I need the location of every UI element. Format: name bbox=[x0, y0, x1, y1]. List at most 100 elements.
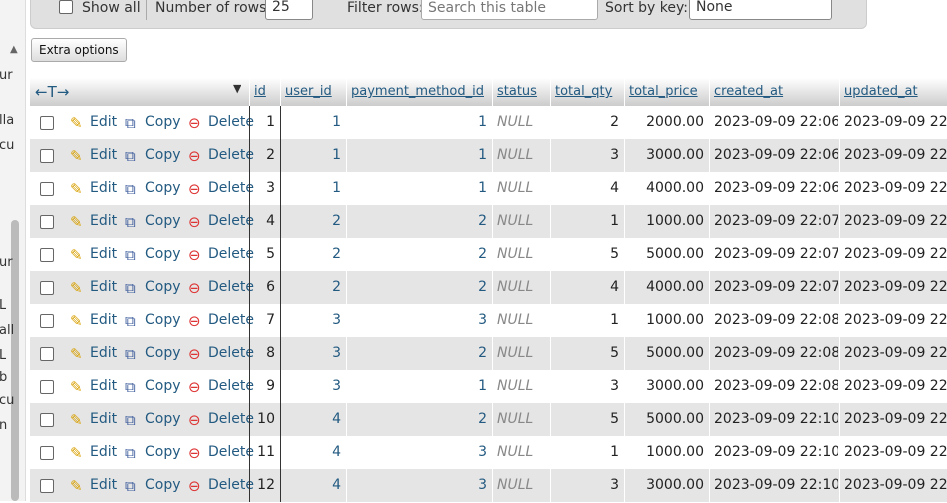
foreign-key-link[interactable]: 2 bbox=[346, 271, 491, 304]
action-link[interactable]: Delete bbox=[208, 180, 254, 196]
action-link[interactable]: Delete bbox=[208, 345, 254, 361]
action-link[interactable]: Copy bbox=[145, 378, 181, 394]
foreign-key-link[interactable]: 1 bbox=[280, 106, 345, 139]
action-link[interactable]: Copy bbox=[145, 444, 181, 460]
action-icon[interactable]: ✎ bbox=[70, 411, 83, 429]
action-icon[interactable]: ⧉ bbox=[125, 114, 136, 132]
foreign-key-link[interactable]: 3 bbox=[346, 304, 491, 337]
action-icon[interactable]: ⧉ bbox=[125, 279, 136, 297]
action-link[interactable]: Edit bbox=[90, 213, 118, 229]
foreign-key-link[interactable]: 1 bbox=[280, 172, 345, 205]
action-link[interactable]: Edit bbox=[90, 147, 118, 163]
action-link[interactable]: Copy bbox=[145, 477, 181, 493]
action-link[interactable]: Delete bbox=[208, 477, 254, 493]
scroll-up[interactable]: ▲ bbox=[10, 44, 18, 55]
action-link[interactable]: Copy bbox=[145, 180, 181, 196]
foreign-key-link[interactable]: 2 bbox=[280, 238, 345, 271]
button[interactable]: Extra options bbox=[31, 38, 127, 62]
foreign-key-link[interactable]: 1 bbox=[346, 139, 491, 172]
foreign-key-link[interactable]: 1 bbox=[346, 172, 491, 205]
action-icon[interactable]: ✎ bbox=[70, 477, 83, 495]
action-link[interactable]: Copy bbox=[145, 114, 181, 130]
action-link[interactable]: Copy bbox=[145, 312, 181, 328]
action-link[interactable]: Delete bbox=[208, 246, 254, 262]
action-icon[interactable]: ✎ bbox=[70, 114, 83, 132]
action-icon[interactable]: ✎ bbox=[70, 147, 83, 165]
action-icon[interactable]: ⧉ bbox=[125, 213, 136, 231]
checkbox[interactable] bbox=[59, 0, 73, 14]
action-link[interactable]: Delete bbox=[208, 147, 254, 163]
action-icon[interactable]: ⊖ bbox=[188, 477, 201, 495]
column-header[interactable]: payment_method_id bbox=[346, 78, 491, 106]
action-link[interactable]: Delete bbox=[208, 411, 254, 427]
action-icon[interactable]: ⧉ bbox=[125, 312, 136, 330]
action-icon[interactable]: ⊖ bbox=[188, 213, 201, 231]
dropdown-arrow[interactable]: ▼ bbox=[233, 82, 242, 95]
row-checkbox[interactable] bbox=[40, 347, 54, 361]
action-icon[interactable]: ✎ bbox=[70, 378, 83, 396]
sidebar-text[interactable]: n bbox=[0, 418, 8, 433]
action-icon[interactable]: ⊖ bbox=[188, 279, 201, 297]
action-icon[interactable]: ⧉ bbox=[125, 411, 136, 429]
column-header[interactable]: total_price bbox=[624, 78, 708, 106]
input[interactable]: Search this table bbox=[421, 0, 598, 20]
action-link[interactable]: Delete bbox=[208, 378, 254, 394]
row-checkbox[interactable] bbox=[40, 182, 54, 196]
action-icon[interactable]: ⊖ bbox=[188, 114, 201, 132]
row-checkbox[interactable] bbox=[40, 314, 54, 328]
action-icon[interactable]: ⧉ bbox=[125, 477, 136, 495]
action-icon[interactable]: ⧉ bbox=[125, 147, 136, 165]
foreign-key-link[interactable]: 3 bbox=[346, 469, 491, 502]
column-header[interactable]: total_qty bbox=[550, 78, 623, 106]
action-link[interactable]: Delete bbox=[208, 213, 254, 229]
sidebar-text[interactable]: ur bbox=[0, 255, 13, 270]
foreign-key-link[interactable]: 2 bbox=[280, 271, 345, 304]
action-icon[interactable]: ⧉ bbox=[125, 180, 136, 198]
action-link[interactable]: Edit bbox=[90, 312, 118, 328]
action-link[interactable]: Copy bbox=[145, 411, 181, 427]
action-icon[interactable]: ⊖ bbox=[188, 180, 201, 198]
action-icon[interactable]: ⧉ bbox=[125, 378, 136, 396]
action-icon[interactable]: ⊖ bbox=[188, 312, 201, 330]
action-link[interactable]: Edit bbox=[90, 378, 118, 394]
foreign-key-link[interactable]: 2 bbox=[346, 337, 491, 370]
row-checkbox[interactable] bbox=[40, 149, 54, 163]
action-icon[interactable]: ⊖ bbox=[188, 444, 201, 462]
column-header[interactable]: updated_at bbox=[839, 78, 947, 106]
foreign-key-link[interactable]: 2 bbox=[346, 238, 491, 271]
action-icon[interactable]: ✎ bbox=[70, 345, 83, 363]
foreign-key-link[interactable]: 4 bbox=[280, 436, 345, 469]
foreign-key-link[interactable]: 3 bbox=[346, 436, 491, 469]
row-checkbox[interactable] bbox=[40, 281, 54, 295]
action-icon[interactable]: ⧉ bbox=[125, 246, 136, 264]
sidebar-text[interactable]: L bbox=[0, 348, 7, 363]
action-link[interactable]: Copy bbox=[145, 279, 181, 295]
sidebar-text[interactable]: lla bbox=[0, 113, 15, 128]
action-link[interactable]: Copy bbox=[145, 246, 181, 262]
sidebar-text[interactable]: cu bbox=[0, 138, 15, 153]
action-icon[interactable]: ⊖ bbox=[188, 147, 201, 165]
foreign-key-link[interactable]: 4 bbox=[280, 403, 345, 436]
row-checkbox[interactable] bbox=[40, 479, 54, 493]
action-link[interactable]: Edit bbox=[90, 246, 118, 262]
scroll-thumb[interactable] bbox=[11, 220, 19, 501]
label[interactable]: Show all bbox=[82, 0, 141, 16]
action-link[interactable]: Edit bbox=[90, 411, 118, 427]
foreign-key-link[interactable]: 3 bbox=[280, 370, 345, 403]
action-link[interactable]: Delete bbox=[208, 312, 254, 328]
action-link[interactable]: Edit bbox=[90, 345, 118, 361]
action-icon[interactable]: ⊖ bbox=[188, 345, 201, 363]
action-icon[interactable]: ⧉ bbox=[125, 345, 136, 363]
sidebar-text[interactable]: L bbox=[0, 298, 7, 313]
action-link[interactable]: Edit bbox=[90, 279, 118, 295]
sort-arrows[interactable]: ←T→ bbox=[35, 83, 70, 101]
action-icon[interactable]: ⧉ bbox=[125, 444, 136, 462]
action-link[interactable]: Delete bbox=[208, 444, 254, 460]
column-header[interactable]: user_id bbox=[280, 78, 345, 106]
action-icon[interactable]: ⊖ bbox=[188, 411, 201, 429]
action-link[interactable]: Edit bbox=[90, 114, 118, 130]
foreign-key-link[interactable]: 3 bbox=[280, 304, 345, 337]
select[interactable]: 25 bbox=[265, 0, 313, 20]
row-checkbox[interactable] bbox=[40, 248, 54, 262]
foreign-key-link[interactable]: 2 bbox=[280, 205, 345, 238]
